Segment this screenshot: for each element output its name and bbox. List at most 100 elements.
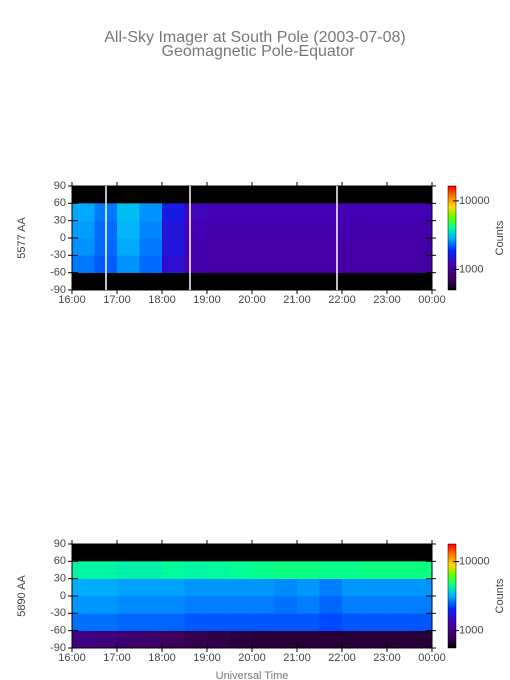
- heatmap-cell: [117, 561, 140, 579]
- y-tick-label: -90: [50, 642, 66, 654]
- heatmap-cell: [409, 596, 433, 614]
- heatmap-cell: [184, 238, 208, 256]
- heatmap-cell: [409, 630, 433, 649]
- heatmap-cell: [364, 613, 388, 631]
- heatmap-cell: [274, 561, 298, 579]
- colorbar: [447, 543, 457, 649]
- y-tick-label: 60: [54, 197, 66, 209]
- y-tick-label: 30: [54, 215, 66, 227]
- heatmap-cell: [184, 220, 208, 239]
- heatmap-cell: [207, 630, 230, 649]
- heatmap-cell: [207, 561, 230, 579]
- colorbar-tick-label: 1000: [459, 625, 483, 637]
- heatmap-cell: [72, 203, 95, 221]
- y-tick-label: -30: [50, 249, 66, 261]
- heatmap-cell: [229, 630, 253, 649]
- heatmap-cell: [139, 596, 163, 614]
- heatmap-cell: [297, 561, 320, 579]
- heatmap-cell: [94, 561, 118, 579]
- heatmap-cell: [387, 220, 410, 239]
- heatmap-cell: [229, 220, 253, 239]
- heatmap-cell: [72, 238, 95, 256]
- heatmap-cell: [94, 613, 118, 631]
- heatmap-cell: [387, 255, 410, 273]
- heatmap-cell: [342, 203, 365, 221]
- heatmap-cell: [342, 596, 365, 614]
- x-tick-label: 21:00: [283, 652, 311, 664]
- heatmap-cell: [297, 220, 320, 239]
- x-tick-label: 22:00: [328, 652, 356, 664]
- heatmap-cell: [319, 596, 343, 614]
- heatmap-cell: [409, 255, 433, 273]
- heatmap-cell: [252, 238, 275, 256]
- heatmap-cell: [319, 238, 343, 256]
- y-tick-label: 0: [60, 590, 66, 602]
- heatmap-cell: [162, 238, 185, 256]
- x-tick-label: 16:00: [58, 294, 86, 306]
- heatmap-cell: [252, 561, 275, 579]
- y-tick-label: 60: [54, 555, 66, 567]
- heatmap-cell: [252, 578, 275, 597]
- heatmap-cell: [319, 578, 343, 597]
- x-tick-label: 20:00: [238, 652, 266, 664]
- heatmap-cell: [162, 630, 185, 649]
- y-axis-label: 5890 AA: [16, 575, 28, 617]
- heatmap-cell: [229, 238, 253, 256]
- heatmap-cell: [72, 255, 95, 273]
- subtitle: Geomagnetic Pole-Equator: [162, 43, 356, 60]
- heatmap-cell: [297, 238, 320, 256]
- heatmap-cell: [297, 596, 320, 614]
- heatmap-cell: [117, 613, 140, 631]
- x-tick-label: 19:00: [193, 294, 221, 306]
- heatmap-cell: [72, 578, 95, 597]
- heatmap-cell: [274, 596, 298, 614]
- heatmap-cell: [342, 255, 365, 273]
- heatmap-cell: [409, 220, 433, 239]
- heatmap-cell: [364, 630, 388, 649]
- heatmap-cell: [252, 630, 275, 649]
- heatmap-cell: [342, 238, 365, 256]
- heatmap-cell: [319, 613, 343, 631]
- y-tick-label: -30: [50, 607, 66, 619]
- y-tick-label: -60: [50, 625, 66, 637]
- heatmap-cell: [342, 561, 365, 579]
- heatmap-cell: [342, 220, 365, 239]
- heatmap-cell: [229, 578, 253, 597]
- heatmap-cell: [207, 220, 230, 239]
- heatmap-cell: [342, 578, 365, 597]
- heatmap-cell: [364, 238, 388, 256]
- heatmap-cell: [162, 613, 185, 631]
- heatmap-cell: [139, 561, 163, 579]
- x-tick-label: 21:00: [283, 294, 311, 306]
- heatmap-cell: [387, 203, 410, 221]
- heatmap-cell: [184, 255, 208, 273]
- heatmap-cell: [72, 561, 95, 579]
- heatmap-cell: [409, 578, 433, 597]
- heatmap-cell: [297, 203, 320, 221]
- heatmap-cell: [274, 203, 298, 221]
- heatmap-cell: [139, 220, 163, 239]
- heatmap-cell: [184, 203, 208, 221]
- heatmap-cell: [139, 578, 163, 597]
- heatmap-cell: [139, 630, 163, 649]
- heatmap-cell: [162, 596, 185, 614]
- y-tick-label: 90: [54, 538, 66, 550]
- x-tick-label: 00:00: [418, 294, 446, 306]
- heatmap-cell: [139, 613, 163, 631]
- heatmap-cell: [94, 578, 118, 597]
- heatmap-cell: [319, 255, 343, 273]
- heatmap-cell: [117, 578, 140, 597]
- heatmap-cell: [274, 238, 298, 256]
- x-tick-label: 18:00: [148, 294, 176, 306]
- y-tick-label: 90: [54, 180, 66, 192]
- colorbar-tick-label: 1000: [459, 263, 483, 275]
- heatmap-cell: [162, 220, 185, 239]
- y-tick-label: -90: [50, 284, 66, 296]
- heatmap-cell: [207, 613, 230, 631]
- heatmap-cell: [297, 578, 320, 597]
- heatmap-cell: [117, 255, 140, 273]
- colorbar-tick-label: 10000: [459, 195, 490, 207]
- heatmap-cell: [364, 578, 388, 597]
- heatmap-cell: [72, 630, 95, 649]
